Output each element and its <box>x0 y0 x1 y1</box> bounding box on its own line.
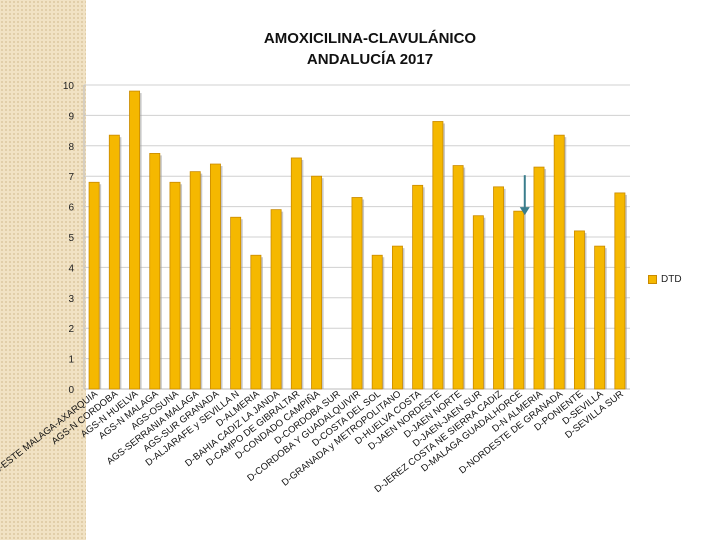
bar <box>573 230 585 390</box>
legend-label: DTD <box>661 274 682 285</box>
chart-title-line-1: AMOXICILINA-CLAVULÁNICO <box>263 30 477 47</box>
arrow-head <box>519 207 530 216</box>
bar <box>189 171 201 390</box>
bar <box>209 163 221 390</box>
bar <box>614 192 626 390</box>
y-axis-ticks: 0 1 2 3 4 5 6 7 8 9 10 <box>63 81 75 396</box>
bar <box>290 157 302 390</box>
bar <box>472 215 484 390</box>
chart-title: AMOXICILINA-CLAVULÁNICO ANDALUCÍA 2017 <box>150 28 590 70</box>
bar <box>149 152 161 390</box>
bar <box>169 181 181 390</box>
bar <box>270 209 282 390</box>
bar <box>432 121 444 390</box>
y-tick-label: 5 <box>68 233 74 244</box>
bar <box>250 254 262 390</box>
bar <box>594 245 606 390</box>
bar <box>533 166 545 390</box>
chart-title-line-2: ANDALUCÍA 2017 <box>306 51 434 68</box>
bar <box>553 134 565 390</box>
y-tick-label: 1 <box>68 355 74 366</box>
bar <box>311 175 323 390</box>
y-tick-label: 0 <box>68 385 74 396</box>
bar <box>371 254 383 390</box>
bar <box>391 245 403 390</box>
bar <box>452 165 464 390</box>
y-tick-label: 2 <box>68 324 74 335</box>
y-tick-label: 8 <box>68 142 74 153</box>
chart-bars <box>88 90 627 390</box>
y-tick-label: 3 <box>68 294 74 305</box>
y-tick-label: 4 <box>68 263 74 274</box>
chart-legend: DTD <box>648 274 682 285</box>
bar <box>493 186 505 390</box>
legend-swatch <box>648 275 657 284</box>
y-tick-label: 6 <box>68 203 74 214</box>
bar <box>513 210 525 390</box>
decorative-side-pattern <box>0 0 86 540</box>
bar <box>412 184 424 390</box>
bar <box>108 134 120 390</box>
y-tick-label: 9 <box>68 111 74 122</box>
bar <box>88 181 100 390</box>
bar <box>230 216 242 390</box>
bar <box>351 197 363 390</box>
bar <box>129 90 141 390</box>
y-tick-label: 10 <box>63 81 75 92</box>
y-tick-label: 7 <box>68 172 74 183</box>
chart-annotations <box>519 175 530 216</box>
